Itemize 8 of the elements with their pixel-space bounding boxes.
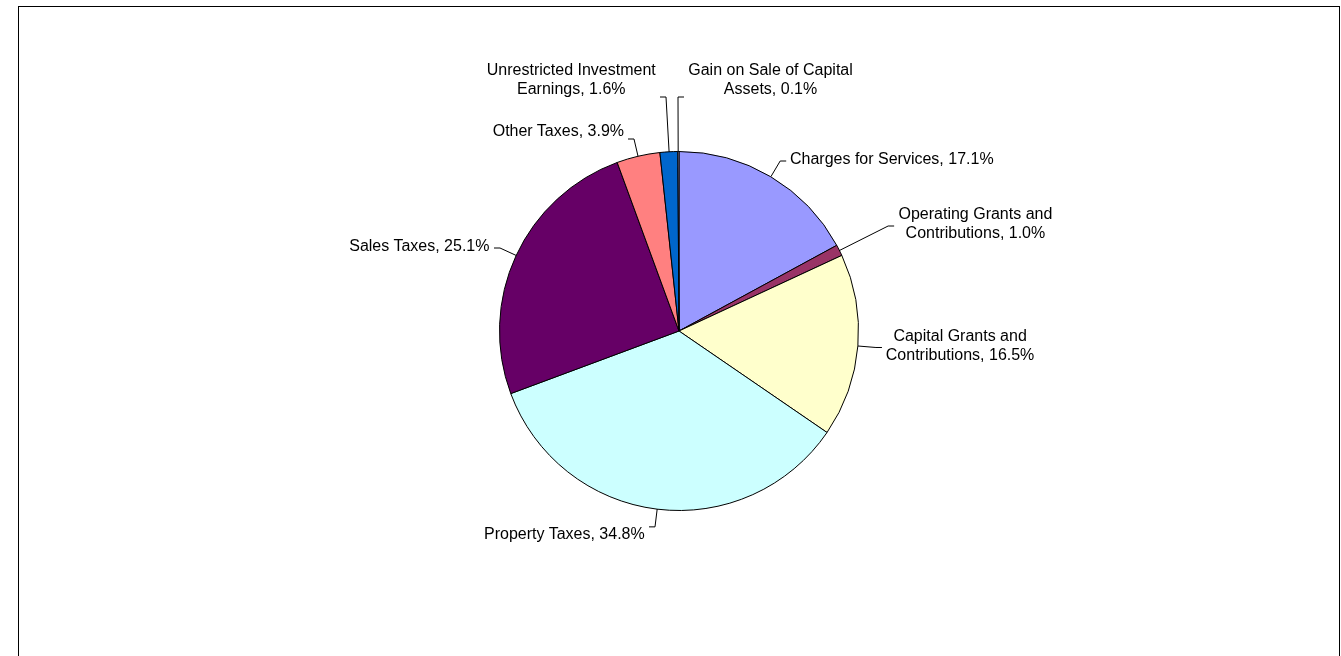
slice-label: Other Taxes, 3.9% — [492, 122, 624, 140]
slice-label: Sales Taxes, 25.1% — [349, 237, 490, 255]
slice-label: Capital Grants and Contributions, 16.5% — [885, 326, 1035, 363]
slice-label: Gain on Sale of Capital Assets, 0.1% — [688, 60, 853, 97]
slice-label: Operating Grants and Contributions, 1.0% — [898, 205, 1053, 242]
slice-label: Charges for Services, 17.1% — [789, 150, 994, 168]
slice-label: Unrestricted Investment Earnings, 1.6% — [486, 61, 657, 98]
slice-label: Property Taxes, 34.8% — [484, 525, 645, 543]
